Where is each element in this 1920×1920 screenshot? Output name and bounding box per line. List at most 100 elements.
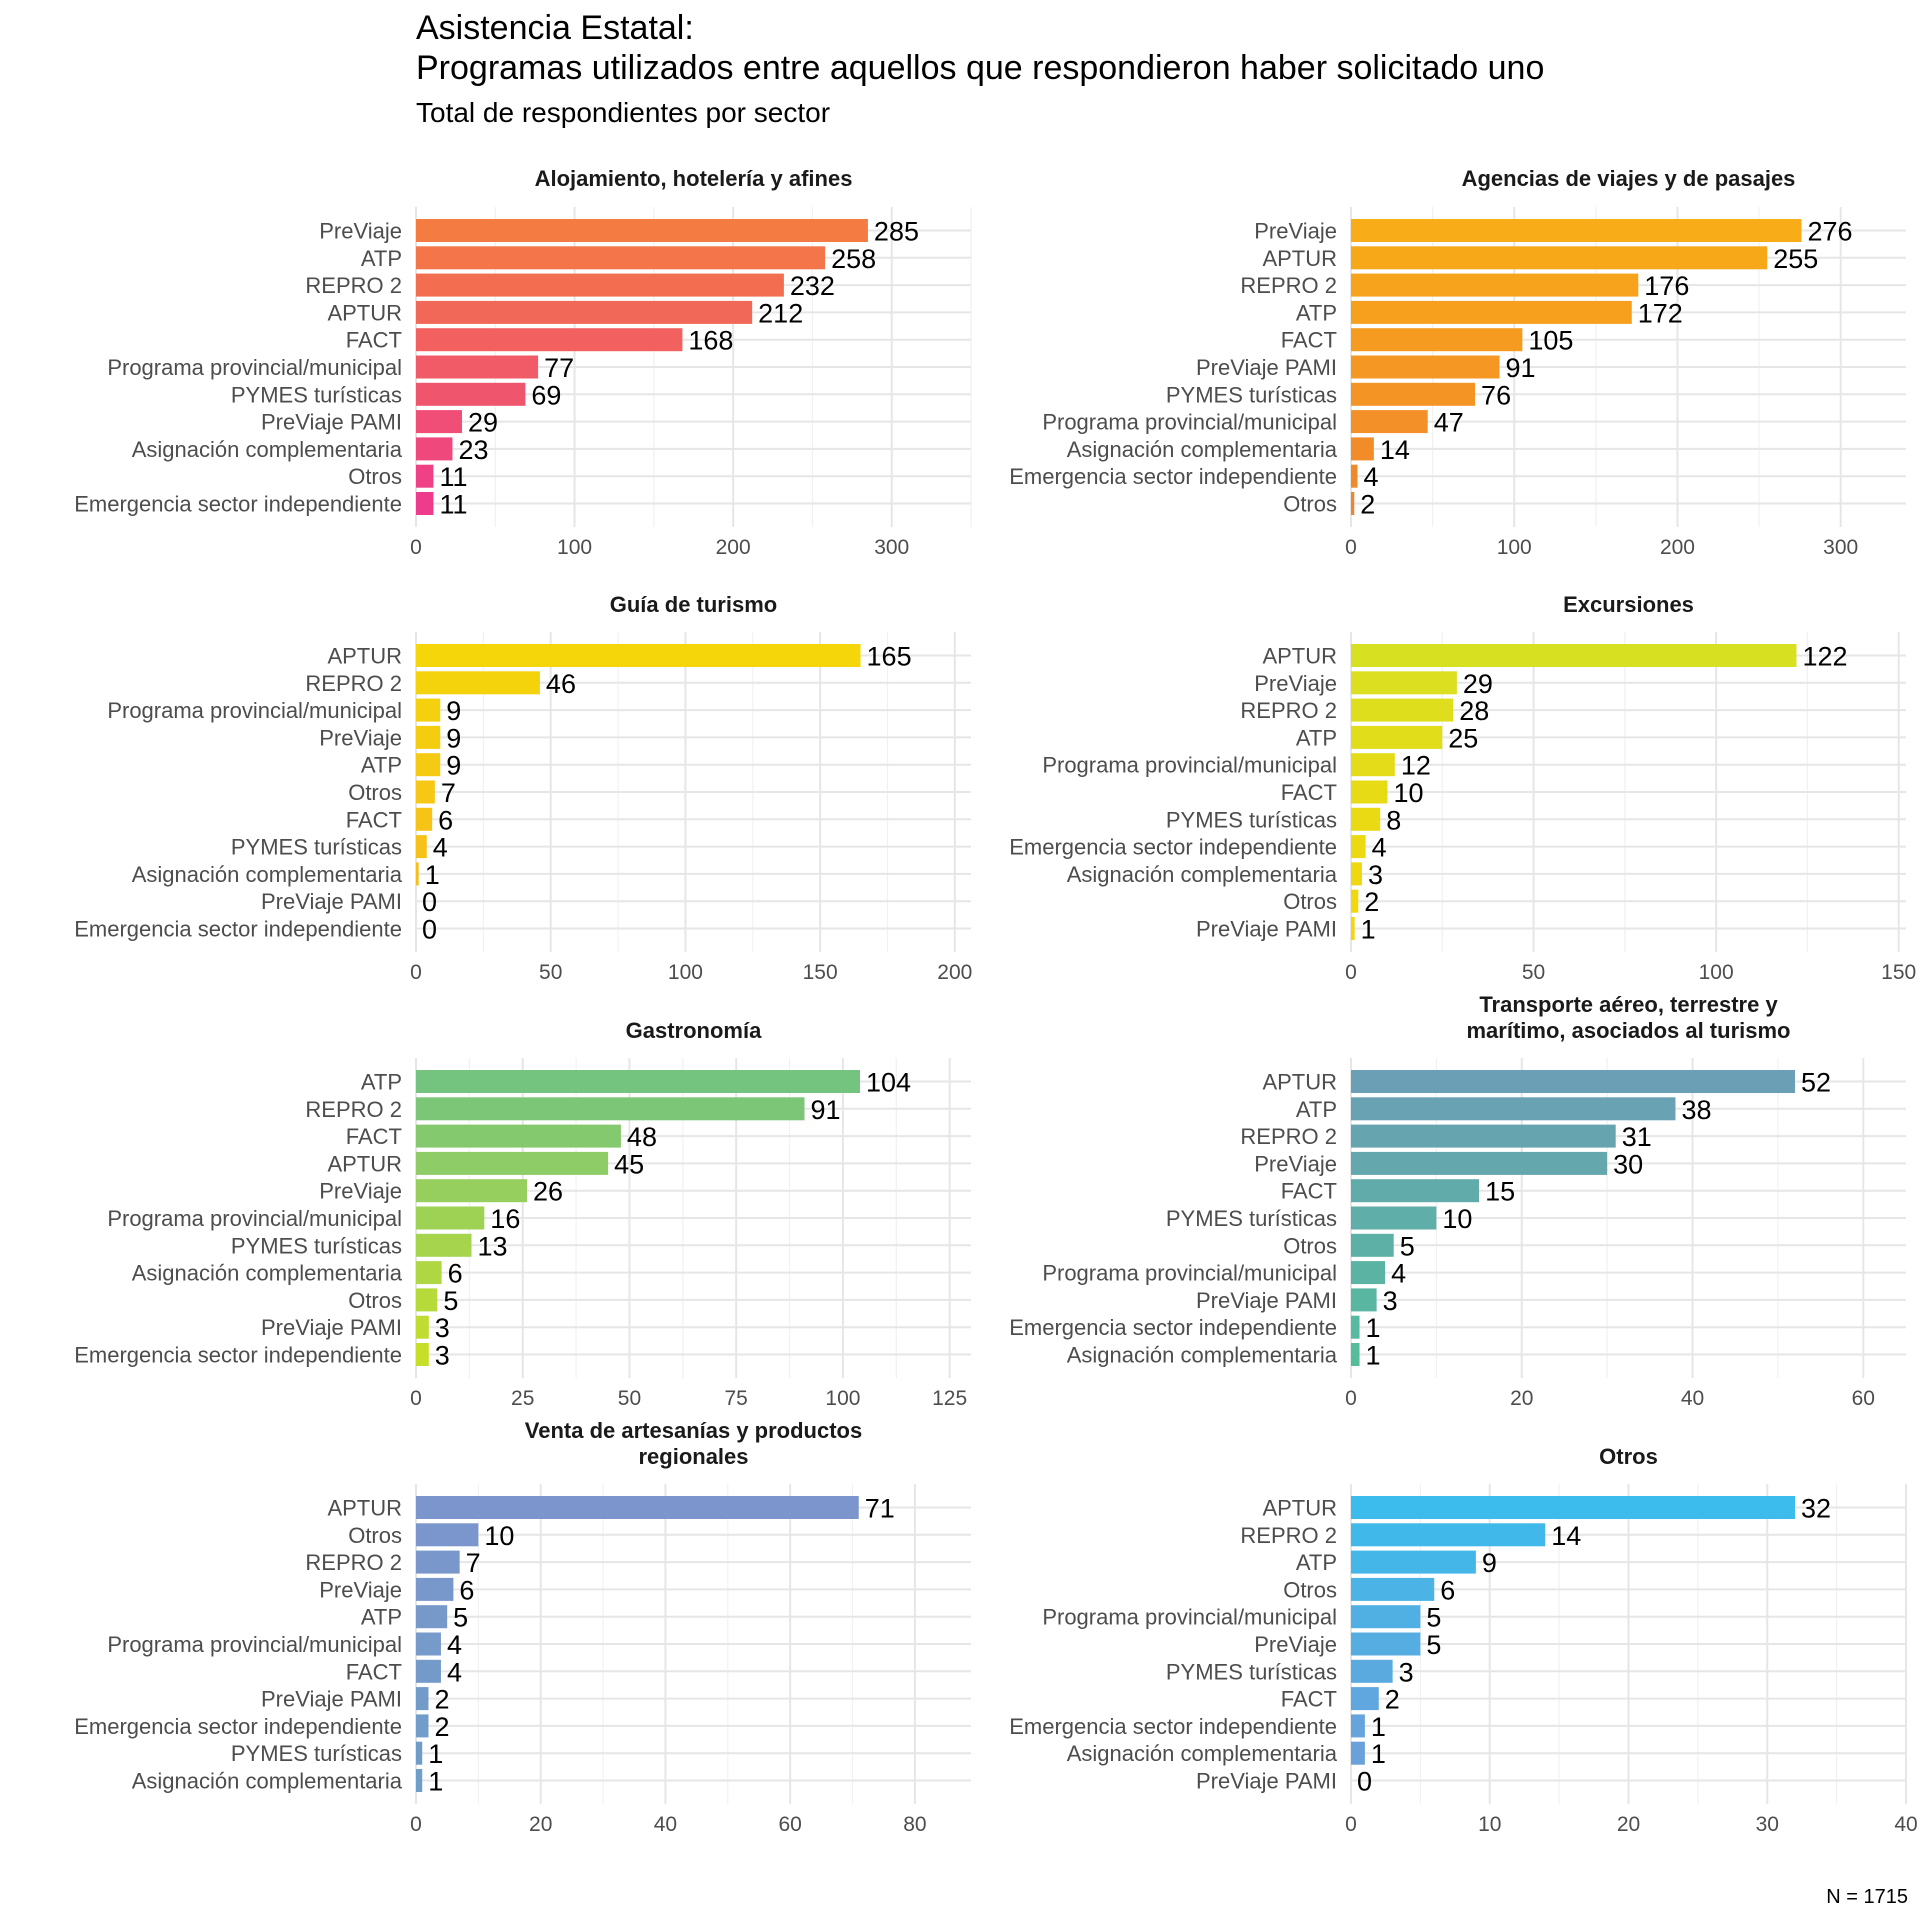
bar	[416, 780, 435, 804]
bar	[416, 1769, 423, 1792]
category-label: ATP	[361, 1605, 402, 1630]
value-label: 2	[1360, 490, 1375, 520]
panel-title: Guía de turismo	[610, 592, 777, 617]
category-label: PYMES turísticas	[1166, 1206, 1337, 1231]
category-label: Programa provincial/municipal	[107, 1632, 402, 1657]
value-label: 2	[1364, 887, 1379, 917]
bar	[1351, 246, 1768, 270]
category-label: APTUR	[327, 644, 402, 669]
bar	[1351, 1687, 1379, 1711]
value-label: 1	[425, 860, 440, 890]
bar	[1351, 1315, 1360, 1339]
category-label: Emergencia sector independiente	[1009, 835, 1337, 860]
value-label: 16	[490, 1204, 520, 1234]
x-tick-label: 300	[874, 536, 909, 559]
category-label: Asignación complementaria	[1067, 862, 1338, 887]
x-tick-label: 60	[778, 1813, 801, 1836]
value-label: 69	[531, 380, 561, 410]
category-label: PreViaje	[1254, 671, 1337, 696]
x-tick-label: 100	[1699, 961, 1734, 984]
x-tick-label: 50	[1522, 961, 1545, 984]
facet-panel: Venta de artesanías y productosregionale…	[74, 1418, 971, 1836]
value-label: 14	[1380, 435, 1410, 465]
value-label: 13	[478, 1231, 508, 1261]
value-label: 38	[1681, 1095, 1711, 1125]
category-label: Otros	[348, 464, 402, 489]
bar	[1351, 753, 1395, 777]
bar	[416, 1343, 429, 1366]
category-label: APTUR	[1262, 246, 1337, 271]
category-label: PreViaje	[319, 1179, 402, 1204]
bar	[416, 219, 868, 242]
bar	[1351, 1550, 1476, 1574]
value-label: 0	[1357, 1767, 1372, 1797]
x-tick-label: 20	[1617, 1813, 1640, 1836]
value-label: 9	[446, 723, 461, 753]
sample-size-caption: N = 1715	[1826, 1886, 1908, 1908]
category-label: FACT	[1281, 328, 1337, 353]
category-label: FACT	[346, 1124, 402, 1149]
x-tick-label: 40	[1681, 1387, 1704, 1410]
category-label: PreViaje	[1254, 219, 1337, 244]
category-label: Programa provincial/municipal	[1042, 1605, 1337, 1630]
value-label: 105	[1528, 326, 1573, 356]
category-label: Emergencia sector independiente	[74, 1714, 402, 1739]
category-label: PYMES turísticas	[231, 1233, 402, 1258]
bar	[416, 355, 539, 379]
value-label: 4	[1372, 833, 1387, 863]
bar	[1351, 1233, 1394, 1257]
category-label: Emergencia sector independiente	[74, 917, 402, 942]
value-label: 122	[1802, 642, 1847, 672]
category-label: PreViaje	[319, 1577, 402, 1602]
category-label: REPRO 2	[1240, 698, 1337, 723]
category-label: Asignación complementaria	[132, 437, 403, 462]
bar	[416, 328, 683, 352]
chart-title-line-1: Asistencia Estatal:	[416, 9, 694, 47]
bar	[416, 1632, 441, 1656]
value-label: 6	[448, 1259, 463, 1289]
bar	[1351, 1523, 1546, 1547]
value-label: 9	[1482, 1548, 1497, 1578]
value-label: 6	[459, 1575, 474, 1605]
bar	[416, 698, 441, 722]
bar	[416, 492, 434, 515]
value-label: 5	[453, 1603, 468, 1633]
x-tick-label: 200	[1660, 536, 1695, 559]
bar	[416, 1151, 609, 1175]
bar	[1351, 219, 1802, 242]
value-label: 5	[443, 1286, 458, 1316]
value-label: 15	[1485, 1177, 1515, 1207]
category-label: Programa provincial/municipal	[1042, 1261, 1337, 1286]
bar	[416, 1741, 423, 1765]
bar	[416, 1070, 860, 1093]
category-label: REPRO 2	[1240, 1523, 1337, 1548]
x-tick-label: 20	[1510, 1387, 1533, 1410]
panel-title: Transporte aéreo, terrestre y	[1479, 992, 1778, 1017]
value-label: 1	[428, 1739, 443, 1769]
value-label: 232	[790, 271, 835, 301]
value-label: 172	[1638, 298, 1683, 328]
category-label: Emergencia sector independiente	[1009, 464, 1337, 489]
value-label: 10	[1394, 778, 1424, 808]
category-label: PYMES turísticas	[231, 835, 402, 860]
value-label: 9	[446, 751, 461, 781]
value-label: 30	[1613, 1149, 1643, 1179]
category-label: APTUR	[1262, 1070, 1337, 1095]
category-label: PYMES turísticas	[231, 382, 402, 407]
x-tick-label: 150	[1881, 961, 1916, 984]
value-label: 3	[1399, 1657, 1414, 1687]
bar	[416, 1523, 479, 1547]
bar	[1351, 1179, 1480, 1203]
category-label: PreViaje PAMI	[1196, 1769, 1337, 1794]
bar	[1351, 300, 1632, 324]
panel-title: Agencias de viajes y de pasajes	[1462, 166, 1796, 191]
bar	[1351, 1070, 1795, 1093]
value-label: 32	[1801, 1494, 1831, 1524]
x-tick-label: 10	[1478, 1813, 1501, 1836]
bar	[1351, 725, 1443, 749]
bar	[416, 1496, 859, 1519]
value-label: 8	[1386, 805, 1401, 835]
bar	[416, 273, 784, 297]
bar	[416, 725, 441, 749]
